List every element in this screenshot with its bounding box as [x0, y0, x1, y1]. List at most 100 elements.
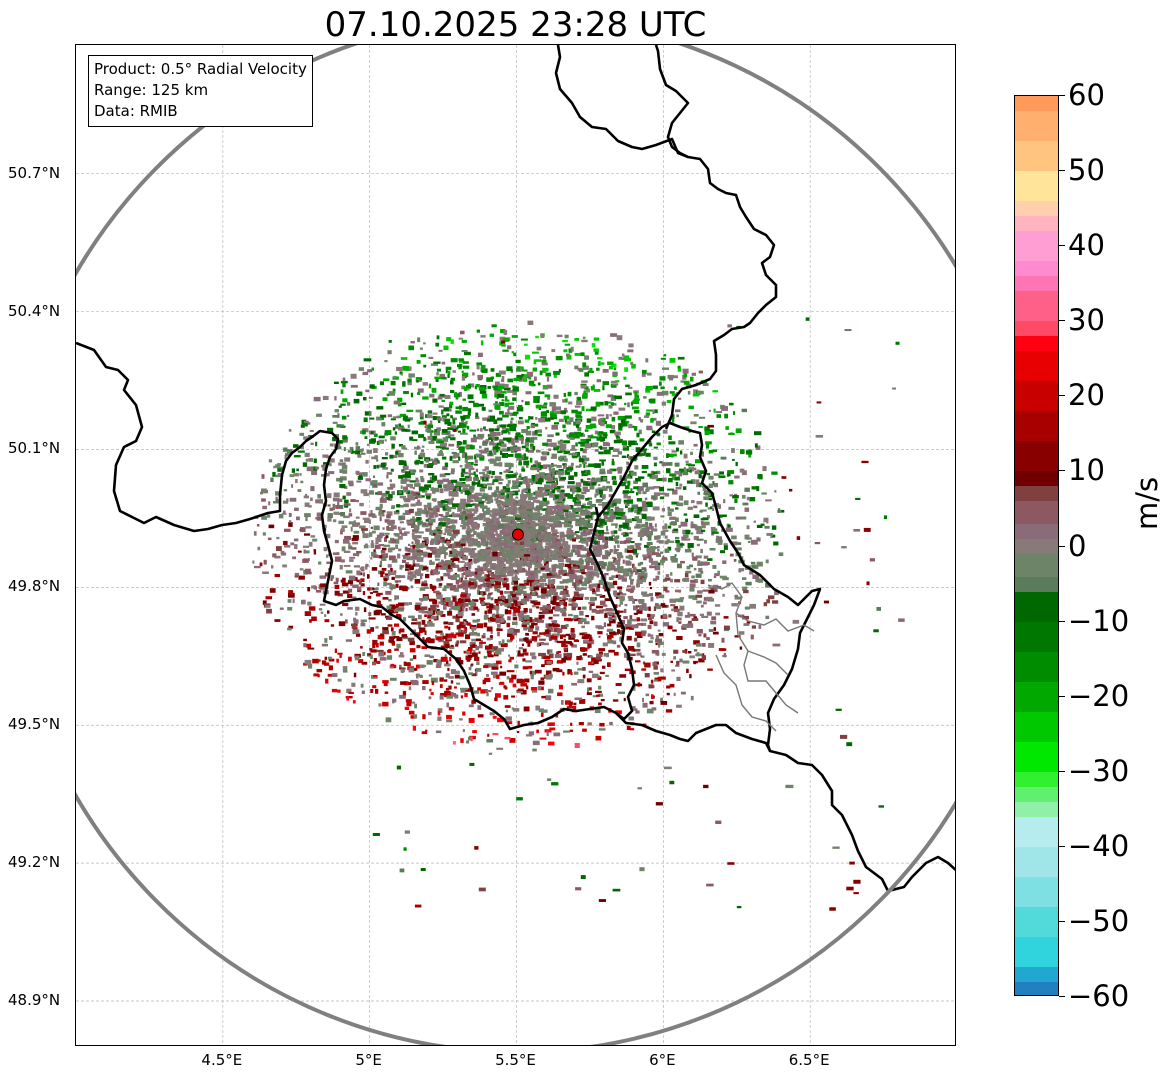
- velocity-pixel: [630, 578, 634, 582]
- velocity-pixel: [430, 616, 437, 620]
- velocity-pixel: [418, 624, 422, 629]
- velocity-pixel: [623, 697, 626, 702]
- velocity-pixel: [487, 733, 490, 737]
- velocity-pixel: [582, 667, 586, 671]
- velocity-pixel: [594, 430, 599, 435]
- velocity-pixel: [462, 453, 466, 456]
- velocity-pixel: [678, 617, 682, 621]
- velocity-pixel: [580, 438, 586, 442]
- velocity-pixel: [282, 564, 287, 568]
- velocity-pixel: [693, 389, 698, 394]
- velocity-pixel: [470, 561, 473, 565]
- velocity-pixel: [542, 497, 547, 502]
- velocity-pixel: [486, 637, 491, 641]
- velocity-pixel: [364, 411, 372, 416]
- velocity-pixel: [758, 624, 762, 629]
- velocity-pixel: [602, 536, 608, 541]
- velocity-pixel: [574, 405, 581, 408]
- velocity-pixel: [545, 481, 552, 484]
- velocity-pixel: [471, 578, 477, 582]
- velocity-pixel: [679, 468, 684, 472]
- velocity-pixel: [569, 485, 576, 489]
- velocity-pixel: [595, 587, 600, 592]
- velocity-pixel: [563, 458, 568, 462]
- velocity-pixel: [409, 640, 415, 646]
- velocity-pixel: [561, 642, 566, 648]
- velocity-pixel: [554, 535, 558, 540]
- velocity-pixel: [457, 598, 464, 604]
- velocity-pixel: [481, 368, 488, 373]
- velocity-pixel: [618, 595, 624, 599]
- velocity-pixel: [443, 565, 448, 570]
- velocity-pixel: [728, 432, 735, 435]
- velocity-pixel: [419, 414, 424, 420]
- velocity-pixel: [630, 507, 634, 512]
- velocity-pixel: [415, 569, 421, 574]
- velocity-pixel: [560, 567, 564, 571]
- velocity-pixel: [667, 488, 674, 491]
- velocity-pixel: [446, 564, 453, 569]
- velocity-pixel: [413, 655, 417, 660]
- velocity-pixel: [669, 391, 675, 394]
- velocity-pixel: [381, 457, 388, 460]
- radar-map-canvas[interactable]: [76, 45, 956, 1046]
- velocity-pixel: [586, 478, 591, 480]
- velocity-pixel: [378, 570, 382, 575]
- velocity-pixel: [468, 704, 474, 708]
- velocity-pixel: [665, 548, 670, 553]
- velocity-pixel: [624, 603, 628, 607]
- velocity-pixel: [413, 470, 417, 473]
- velocity-pixel: [609, 430, 616, 434]
- velocity-pixel: [436, 578, 442, 582]
- velocity-pixel: [497, 523, 505, 529]
- velocity-pixel: [648, 606, 651, 611]
- velocity-pixel: [376, 464, 380, 469]
- velocity-pixel: [538, 611, 543, 614]
- velocity-pixel: [642, 491, 647, 495]
- velocity-pixel: [523, 608, 528, 613]
- velocity-pixel: [600, 446, 608, 450]
- velocity-pixel: [431, 613, 434, 616]
- velocity-pixel: [595, 477, 602, 482]
- velocity-pixel: [501, 399, 504, 402]
- velocity-pixel: [437, 453, 444, 457]
- velocity-pixel: [505, 610, 512, 615]
- velocity-pixel: [454, 670, 460, 675]
- velocity-pixel: [424, 580, 428, 585]
- velocity-pixel: [518, 617, 523, 621]
- velocity-pixel: [434, 553, 441, 558]
- velocity-pixel: [552, 497, 557, 501]
- velocity-pixel: [575, 521, 582, 527]
- velocity-pixel: [476, 329, 480, 333]
- velocity-pixel: [329, 463, 332, 467]
- velocity-pixel: [671, 669, 675, 672]
- velocity-pixel: [593, 562, 597, 566]
- velocity-pixel: [415, 477, 419, 483]
- velocity-pixel: [591, 588, 595, 593]
- radar-map[interactable]: [75, 44, 956, 1046]
- velocity-pixel: [506, 424, 512, 428]
- velocity-pixel: [589, 528, 594, 532]
- velocity-pixel: [683, 513, 688, 516]
- velocity-pixel: [408, 345, 414, 351]
- velocity-pixel: [623, 493, 628, 499]
- velocity-pixel: [467, 542, 474, 547]
- velocity-pixel: [515, 584, 522, 589]
- velocity-pixel: [443, 585, 450, 589]
- velocity-pixel: [628, 555, 633, 560]
- velocity-pixel: [479, 577, 485, 580]
- velocity-pixel: [562, 595, 567, 599]
- velocity-pixel: [640, 622, 647, 626]
- velocity-pixel: [469, 445, 475, 450]
- velocity-pixel: [486, 568, 491, 571]
- velocity-pixel: [398, 515, 403, 521]
- velocity-pixel: [431, 586, 437, 590]
- velocity-pixel: [469, 429, 477, 432]
- velocity-pixel: [649, 525, 654, 530]
- velocity-pixel: [602, 381, 609, 386]
- velocity-pixel: [497, 417, 503, 421]
- velocity-pixel: [268, 459, 273, 463]
- velocity-pixel: [479, 566, 486, 569]
- velocity-pixel: [367, 654, 373, 657]
- velocity-pixel: [673, 522, 676, 526]
